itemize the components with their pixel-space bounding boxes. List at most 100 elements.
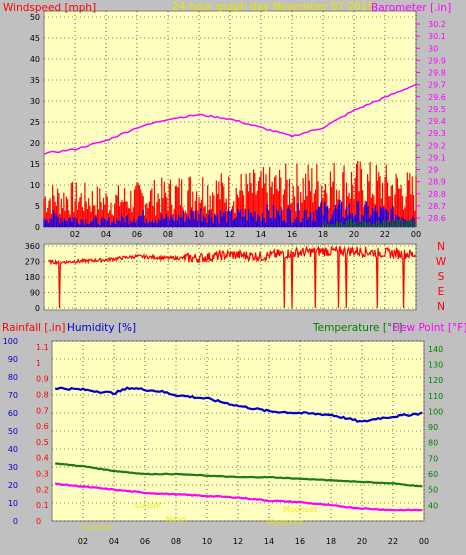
wind-x-tick-label: 16 bbox=[287, 230, 297, 239]
wind-x-tick-label: 08 bbox=[163, 230, 173, 239]
humidity-tick-label: 10 bbox=[8, 499, 18, 508]
humidity-tick-label: 20 bbox=[8, 481, 18, 490]
barometer-tick-label: 29.1 bbox=[428, 153, 446, 162]
rainfall-tick-label: 0.7 bbox=[36, 406, 49, 415]
dewpoint-line bbox=[54, 482, 423, 512]
barometer-line bbox=[43, 83, 417, 155]
wind-x-tick-label: 14 bbox=[256, 230, 266, 239]
temperature-title: Temperature [°F] bbox=[312, 322, 402, 334]
temperature-tick-label: 100 bbox=[428, 407, 443, 416]
rain-x-tick-label: 22 bbox=[388, 537, 398, 546]
humidity-tick-label: 100 bbox=[3, 337, 18, 346]
sun-moon-watermark: Moonset bbox=[283, 505, 317, 514]
rainfall-tick-label: 0.1 bbox=[36, 501, 49, 510]
barometer-tick-label: 30 bbox=[428, 44, 438, 53]
humidity-tick-label: 0 bbox=[13, 517, 18, 526]
humidity-tick-label: 80 bbox=[8, 373, 18, 382]
windspeed-tick-label: 20 bbox=[30, 139, 40, 148]
rainfall-tick-label: 0.5 bbox=[36, 438, 49, 447]
rainfall-tick-label: 0.3 bbox=[36, 470, 49, 479]
sun-moon-watermark: Noon bbox=[166, 515, 187, 524]
wind-x-tick-label: 02 bbox=[70, 230, 80, 239]
direction-tick-label: 0 bbox=[35, 304, 40, 313]
barometer-tick-label: 29.9 bbox=[428, 56, 446, 65]
barometer-title: Barometer [.in] bbox=[371, 2, 451, 14]
sun-moon-watermark: Moonrise bbox=[267, 518, 303, 527]
temperature-tick-label: 60 bbox=[428, 470, 438, 479]
series-layer bbox=[43, 83, 423, 512]
rainfall-tick-label: 0.8 bbox=[36, 390, 49, 399]
rain-x-tick-label: 12 bbox=[233, 537, 243, 546]
windspeed-tick-label: 45 bbox=[30, 34, 40, 43]
humidity-tick-label: 30 bbox=[8, 463, 18, 472]
humidity-tick-label: 90 bbox=[8, 355, 18, 364]
barometer-tick-label: 28.8 bbox=[428, 190, 446, 199]
wind-x-tick-label: 12 bbox=[225, 230, 235, 239]
sun-moon-watermark: Sunset bbox=[134, 501, 161, 510]
humidity-tick-label: 60 bbox=[8, 409, 18, 418]
rain-x-tick-label: 08 bbox=[171, 537, 181, 546]
barometer-tick-label: 29.5 bbox=[428, 105, 446, 114]
temperature-tick-label: 120 bbox=[428, 376, 443, 385]
windspeed-tick-label: 5 bbox=[35, 202, 40, 211]
rainfall-tick-label: 0.2 bbox=[36, 485, 49, 494]
windspeed-tick-label: 25 bbox=[30, 118, 40, 127]
windspeed-tick-label: 0 bbox=[35, 223, 40, 232]
compass-letter: N bbox=[437, 301, 445, 313]
compass-letter: W bbox=[436, 256, 447, 268]
sun-moon-watermark: Sunrise bbox=[83, 523, 113, 532]
barometer-tick-label: 30.2 bbox=[428, 20, 446, 29]
graph-date-title: 24 hour graph day November 07 2015 bbox=[172, 1, 374, 13]
windspeed-tick-label: 40 bbox=[30, 55, 40, 64]
rainfall-title: Rainfall [.in] bbox=[2, 322, 65, 334]
windspeed-tick-label: 30 bbox=[30, 97, 40, 106]
wind-x-tick-label: 06 bbox=[132, 230, 142, 239]
temperature-tick-label: 50 bbox=[428, 486, 438, 495]
barometer-tick-label: 29.3 bbox=[428, 129, 446, 138]
rain-x-tick-label: 04 bbox=[109, 537, 119, 546]
wind-x-tick-label: 10 bbox=[194, 230, 204, 239]
barometer-tick-label: 29.7 bbox=[428, 81, 446, 90]
windspeed-tick-label: 35 bbox=[30, 76, 40, 85]
rainfall-tick-label: 1.1 bbox=[36, 343, 49, 352]
barometer-tick-label: 29 bbox=[428, 166, 438, 175]
windspeed-tick-label: 50 bbox=[30, 13, 40, 22]
barometer-tick-label: 29.2 bbox=[428, 141, 446, 150]
direction-line bbox=[48, 244, 416, 309]
temperature-tick-label: 140 bbox=[428, 345, 443, 354]
wind-x-tick-label: 04 bbox=[101, 230, 111, 239]
rain-x-tick-label: 14 bbox=[264, 537, 274, 546]
temperature-tick-label: 110 bbox=[428, 392, 443, 401]
barometer-tick-label: 30.1 bbox=[428, 32, 446, 41]
windspeed-tick-label: 15 bbox=[30, 160, 40, 169]
windspeed-title: Windspeed [mph] bbox=[3, 2, 96, 14]
humidity-tick-label: 40 bbox=[8, 445, 18, 454]
humidity-line bbox=[54, 386, 423, 423]
rain-x-tick-label: 10 bbox=[202, 537, 212, 546]
direction-tick-label: 270 bbox=[25, 258, 40, 267]
rainfall-tick-label: 0 bbox=[36, 517, 41, 526]
dewpoint-title: Dew Point [°F] bbox=[392, 322, 466, 334]
barometer-tick-label: 28.9 bbox=[428, 178, 446, 187]
temperature-tick-label: 90 bbox=[428, 423, 438, 432]
wind-x-tick-label: 22 bbox=[380, 230, 390, 239]
rainfall-tick-label: 1 bbox=[36, 359, 41, 368]
compass-letter: E bbox=[438, 286, 445, 298]
temperature-line bbox=[55, 462, 423, 488]
rainfall-tick-label: 0.9 bbox=[36, 375, 49, 384]
wind-x-tick-label: 00 bbox=[411, 230, 421, 239]
temperature-tick-label: 130 bbox=[428, 360, 443, 369]
humidity-title: Humidity [%] bbox=[67, 322, 136, 334]
barometer-tick-label: 28.6 bbox=[428, 214, 446, 223]
rain-x-tick-label: 16 bbox=[295, 537, 305, 546]
direction-tick-label: 360 bbox=[25, 242, 40, 251]
barometer-tick-label: 29.6 bbox=[428, 93, 446, 102]
rain-x-tick-label: 02 bbox=[78, 537, 88, 546]
axis-layer: 02 04 06 08 10 12 14 16 18 20 22 000510152025303540… bbox=[3, 13, 446, 546]
temperature-tick-label: 70 bbox=[428, 454, 438, 463]
temperature-tick-label: 80 bbox=[428, 439, 438, 448]
rain-x-tick-label: 20 bbox=[357, 537, 367, 546]
rain-x-tick-label: 00 bbox=[419, 537, 429, 546]
